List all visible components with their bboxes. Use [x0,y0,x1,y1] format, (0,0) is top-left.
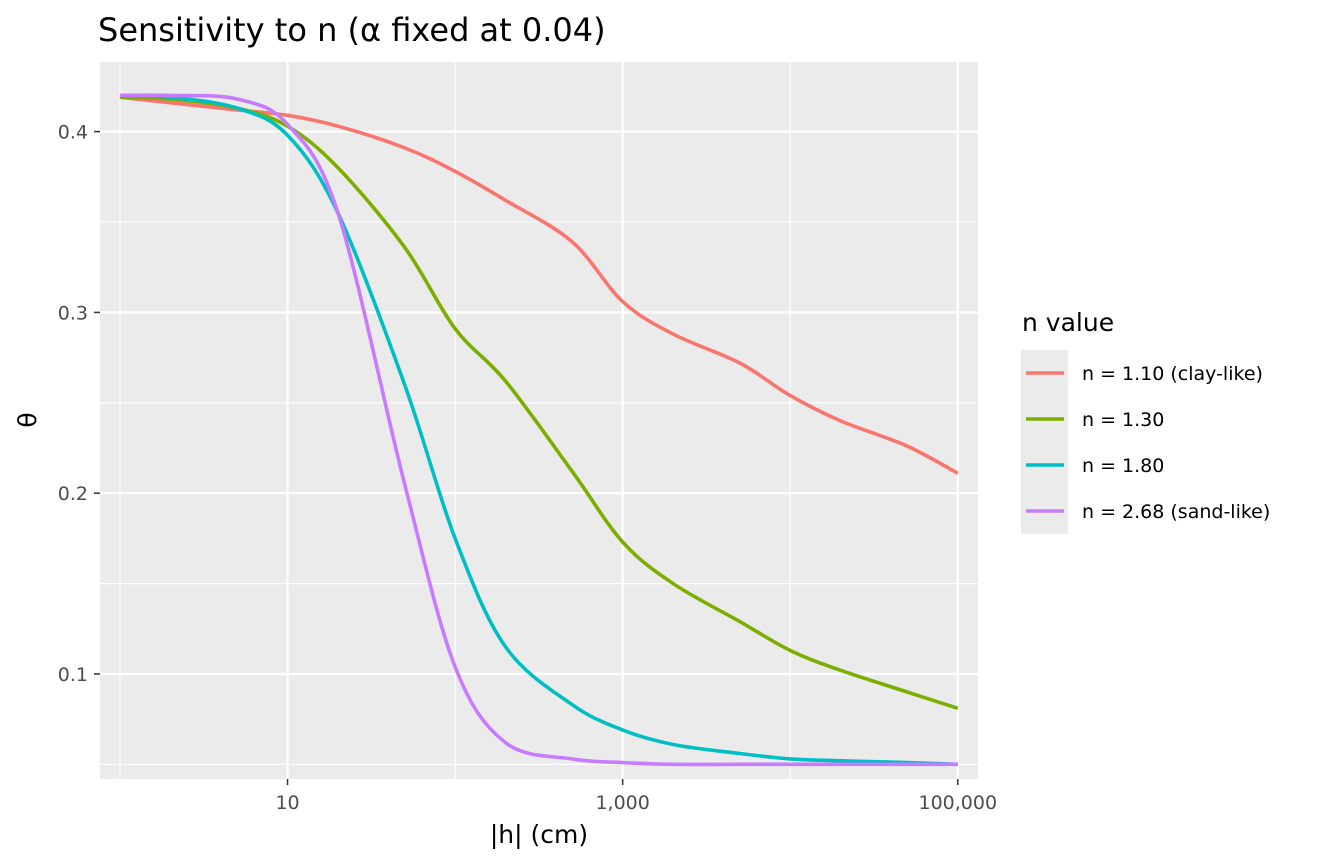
x-tick-label-2: 100,000 [919,792,998,814]
y-axis-title: θ [13,412,42,427]
legend-title: n value [1022,308,1114,337]
y-tick-label-2: 0.3 [58,302,88,324]
series-line-1 [119,95,959,711]
chart-title: Sensitivity to n (α fixed at 0.04) [98,11,606,49]
grid-minor [100,62,978,779]
y-tick-label-0: 0.1 [58,664,88,686]
y-axis: 0.1 0.2 0.3 0.4 [58,122,100,686]
y-tick-label-1: 0.2 [58,483,88,505]
plot-panel [100,62,978,779]
legend: n value n = 1.10 (clay-like) n = 1.30 n = … [1021,308,1270,534]
legend-key-background [1021,350,1068,534]
grid-major [100,62,978,779]
legend-label-1: n = 1.30 [1082,409,1164,431]
series-line-2 [119,93,958,767]
series-lines [119,93,959,767]
x-tick-label-1: 1,000 [595,792,649,814]
series-line-3 [119,93,958,767]
legend-label-3: n = 2.68 (sand-like) [1082,501,1270,523]
legend-label-2: n = 1.80 [1082,455,1164,477]
x-tick-label-0: 10 [275,792,299,814]
series-line-0 [119,95,959,475]
x-axis-title: |h| (cm) [490,820,588,849]
legend-label-0: n = 1.10 (clay-like) [1082,363,1263,385]
x-axis: 10 1,000 100,000 [275,779,997,814]
y-tick-label-3: 0.4 [58,122,88,144]
